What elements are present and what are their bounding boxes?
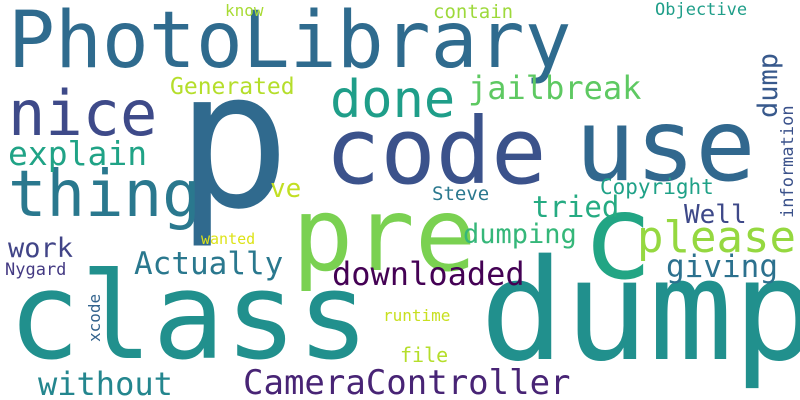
word-p: p [176,30,291,251]
word-ve: ve [270,174,302,204]
word-generated: Generated [170,74,295,100]
word-done: done [330,70,456,130]
word-information: information [778,105,798,218]
word-use: use [575,87,756,204]
word-pre: pre [292,176,477,295]
word-contain: contain [433,1,514,23]
word-dump: dump [480,230,800,393]
word-cameracontroller: CameraController [243,363,571,400]
word-without: without [38,365,173,400]
word-c: c [582,168,654,306]
word-objective: Objective [655,0,748,20]
word-nice: nice [8,77,158,150]
word-giving: giving [666,249,778,285]
word-xcode: xcode [85,293,104,342]
word-thing: thing [8,158,201,232]
word-file: file [400,343,449,367]
word-please: please [637,212,796,263]
word-well: Well [684,200,747,230]
word-jailbreak: jailbreak [468,69,642,107]
word-actually: Actually [134,246,284,282]
word-copyright: Copyright [600,175,714,199]
word-steve: Steve [432,183,490,205]
word-dumping: dumping [463,219,577,250]
word-class: class [8,248,370,387]
word-wanted: wanted [201,230,256,248]
word-nygard: Nygard [5,260,67,280]
word-code: code [325,98,547,205]
word-tried: tried [532,190,620,224]
word-photolibrary: PhotoLibrary [8,0,572,86]
word-explain: explain [8,134,148,173]
word-downloaded: downloaded [332,255,525,293]
word-runtime: runtime [383,306,451,325]
word-work: work [8,233,74,264]
word-know: know [225,1,264,20]
